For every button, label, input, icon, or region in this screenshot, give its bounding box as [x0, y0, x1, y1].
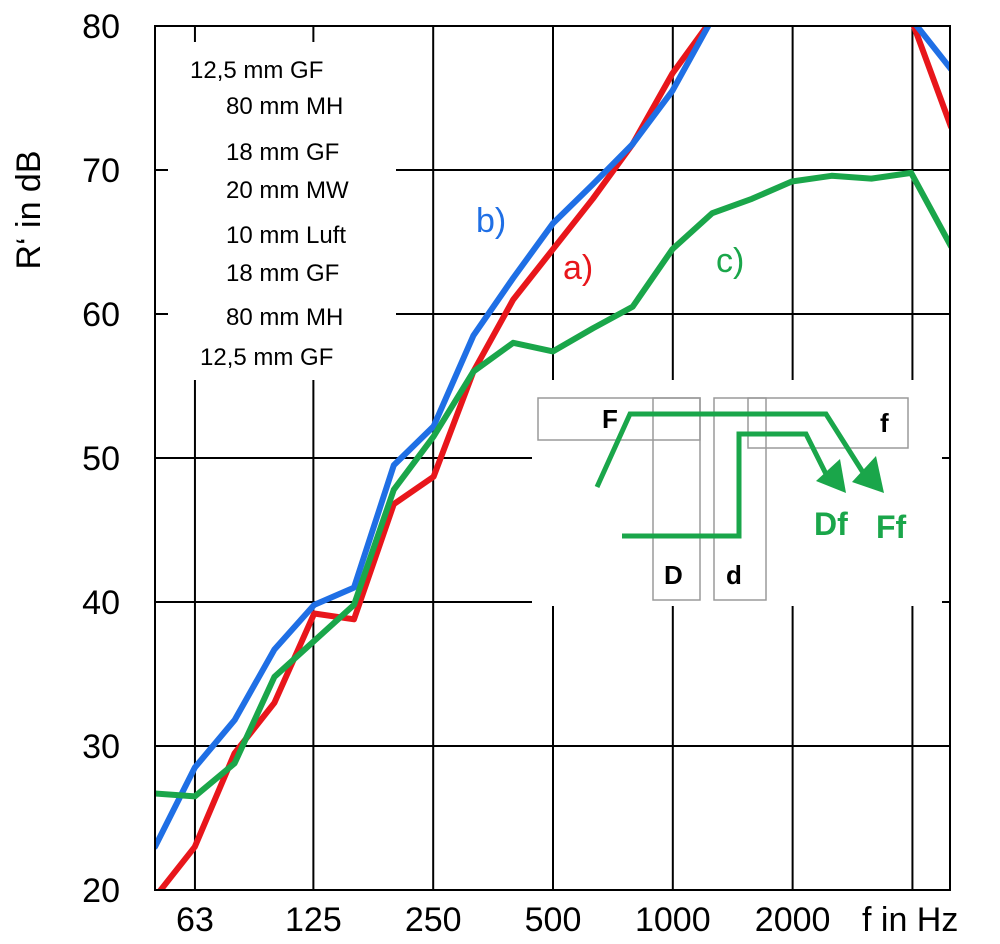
series-label-c: c)	[716, 242, 744, 280]
path-label-ff: Ff	[876, 509, 907, 545]
layer-8-label: 12,5 mm GF	[200, 344, 333, 371]
tick-labels: 20 30 40 50 60 70 80 63 125 250 500 1000 2000	[82, 8, 830, 939]
x-tick-label-1000: 1000	[635, 901, 711, 939]
upper-slab-right	[747, 397, 909, 449]
y-tick-label-30: 30	[82, 728, 120, 766]
series-label-a: a)	[563, 249, 593, 287]
layer-7-label: 80 mm MH	[226, 304, 343, 331]
inset-label-f-upper: F	[602, 404, 618, 434]
curves	[155, 26, 950, 890]
series-line-b-segment-1	[155, 26, 712, 850]
layer-stack: 12,5 mm GF 80 mm MH 18 mm GF 20 mm MW 10…	[190, 57, 349, 371]
layer-2-label: 80 mm MH	[226, 93, 343, 120]
wall-right	[713, 397, 767, 601]
x-axis-label: f in Hz	[862, 901, 958, 939]
inset-label-d-lower: d	[726, 560, 742, 590]
inset-label-d-upper: D	[664, 560, 683, 590]
y-tick-label-70: 70	[82, 152, 120, 190]
inset-diagram: F f D d Df Ff	[537, 397, 909, 601]
flanking-path-ff	[594, 411, 867, 489]
x-tick-label-125: 125	[285, 901, 342, 939]
y-tick-label-50: 50	[82, 440, 120, 478]
series-line-a-segment-2	[910, 26, 950, 130]
inset-label-f-lower: f	[880, 408, 889, 438]
df-arrow-head	[816, 459, 846, 493]
y-tick-label-60: 60	[82, 296, 120, 334]
x-tick-label-63: 63	[176, 901, 214, 939]
layer-4-label: 20 mm MW	[226, 177, 349, 204]
x-tick-label-2000: 2000	[755, 901, 831, 939]
layer-3-label: 18 mm GF	[226, 139, 339, 166]
flanking-path-df	[622, 431, 829, 539]
y-tick-label-80: 80	[82, 8, 120, 46]
y-axis-label: R‘ in dB	[10, 150, 48, 269]
plot-frame	[154, 25, 951, 891]
layer-1-label: 12,5 mm GF	[190, 57, 323, 84]
y-tick-label-20: 20	[82, 872, 120, 910]
series-line-b-segment-2	[913, 26, 950, 73]
series-line-c-segment-1	[155, 169, 950, 800]
path-label-df: Df	[814, 506, 848, 542]
layer-5-label: 10 mm Luft	[226, 222, 346, 249]
y-tick-label-40: 40	[82, 584, 120, 622]
layer-stack-background	[168, 42, 396, 380]
wall-left	[652, 397, 701, 601]
x-tick-label-250: 250	[405, 901, 462, 939]
ff-arrow-head	[852, 456, 884, 493]
x-tick-label-500: 500	[525, 901, 582, 939]
series-label-b: b)	[476, 202, 506, 240]
layer-6-label: 18 mm GF	[226, 260, 339, 287]
